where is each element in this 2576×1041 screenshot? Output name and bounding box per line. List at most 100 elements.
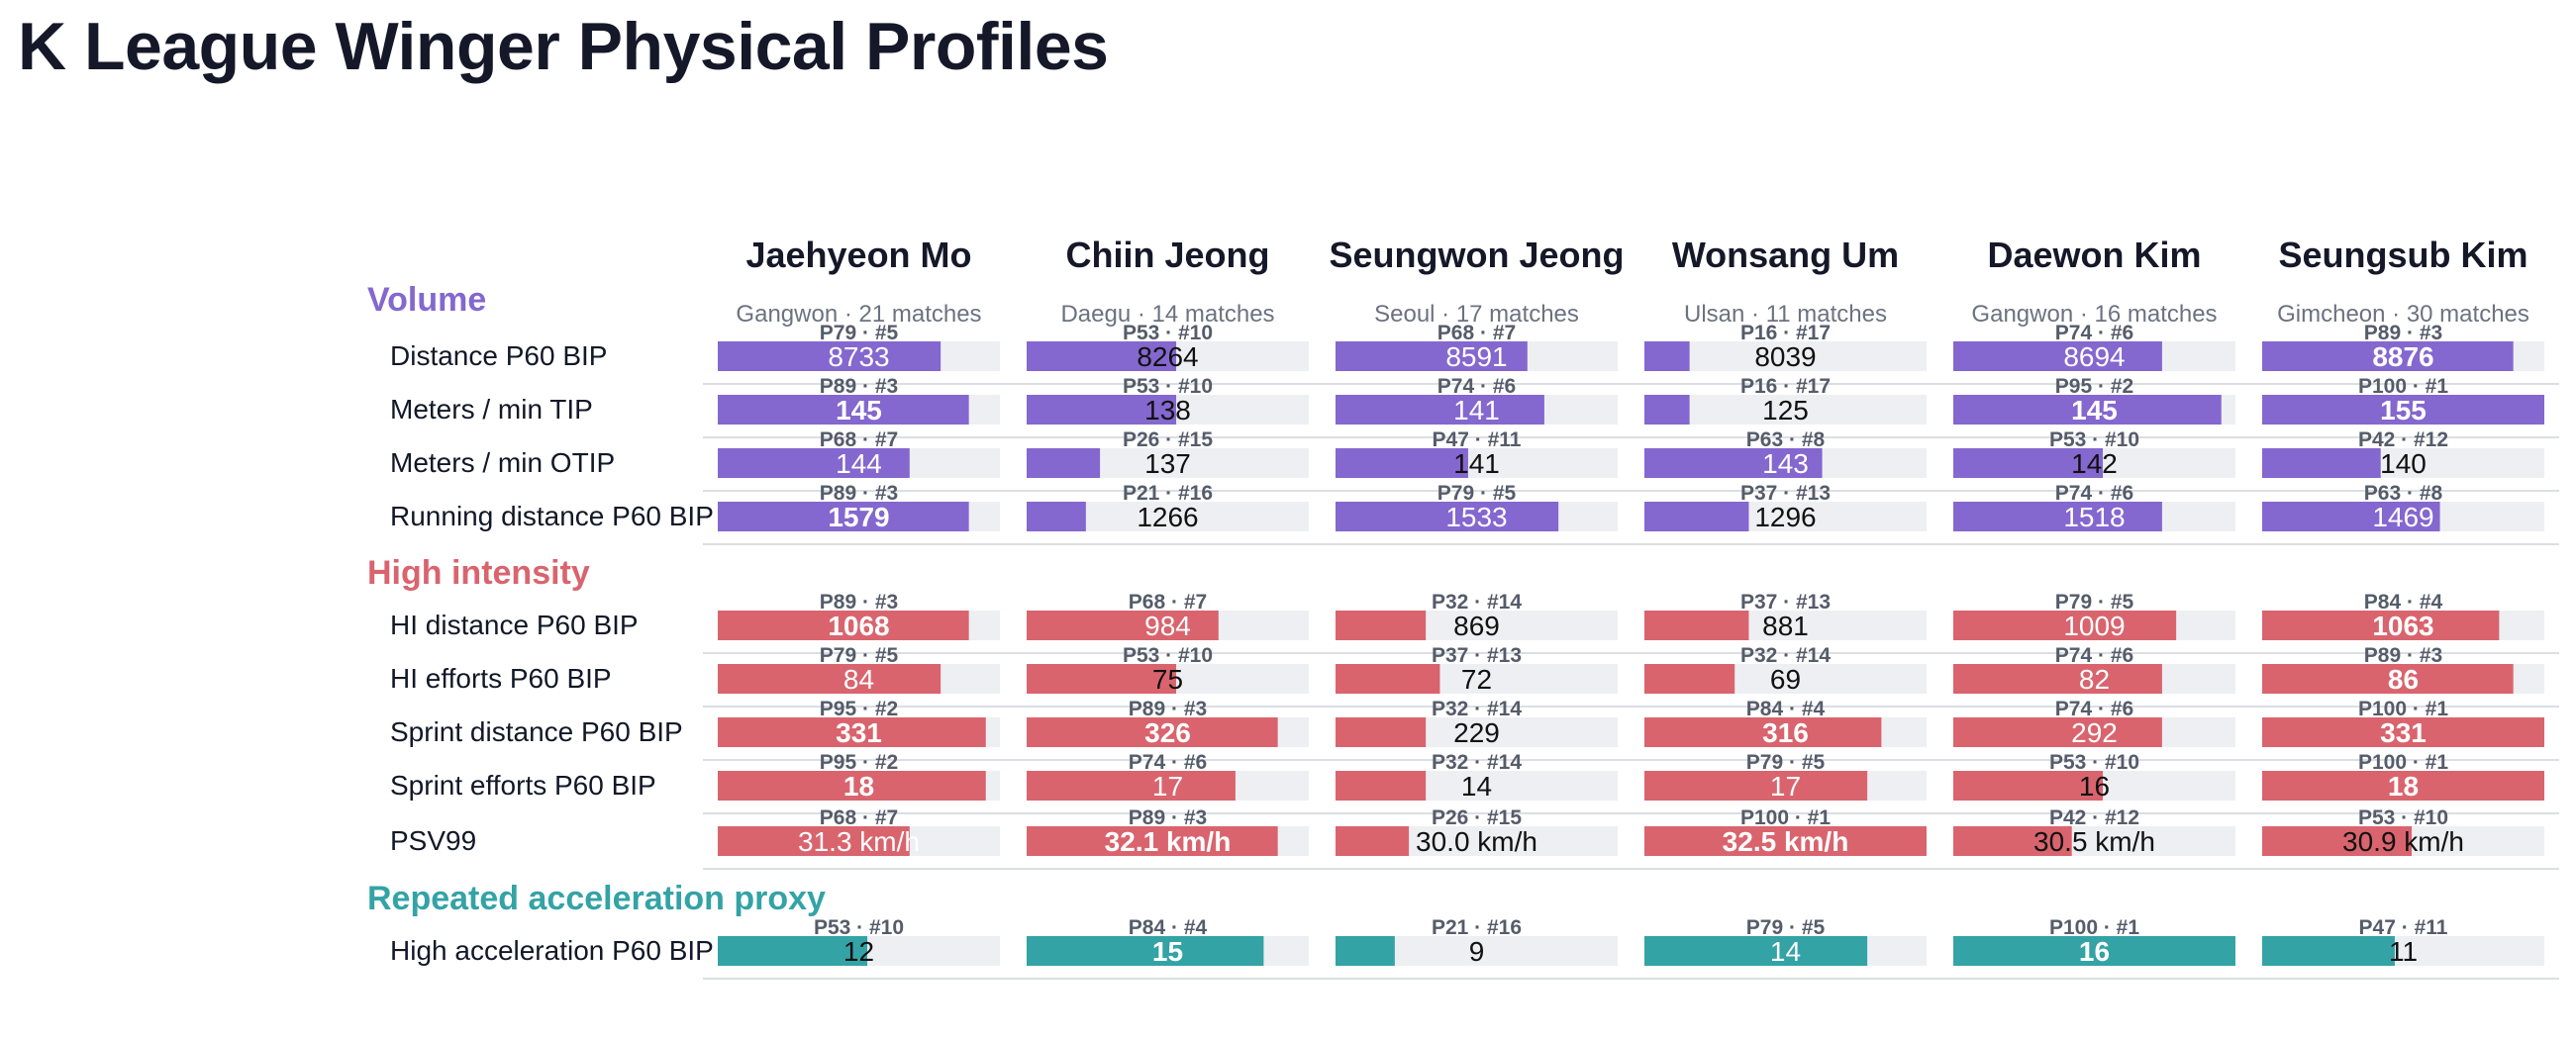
bar [1953, 664, 2162, 694]
bar [1336, 611, 1427, 640]
value-label: 30.9 km/h [2342, 826, 2464, 857]
bar [1027, 395, 1177, 425]
player-name: Wonsang Um [1672, 235, 1899, 275]
value-label: 229 [1453, 717, 1500, 748]
value-label: 137 [1144, 448, 1191, 479]
player-subtitle: Daegu · 14 matches [1060, 301, 1274, 328]
rank-label: P53 · #10 [1123, 322, 1213, 344]
value-label: 1068 [828, 611, 889, 641]
value-label: 140 [2380, 448, 2427, 479]
bar [718, 771, 986, 801]
rank-label: P79 · #5 [820, 644, 899, 667]
rank-label: P95 · #2 [820, 751, 898, 774]
bar [2262, 664, 2514, 694]
bar [1336, 395, 1544, 425]
rank-label: P89 · #3 [820, 591, 898, 614]
rank-label: P89 · #3 [1129, 806, 1207, 829]
bar-track [1644, 341, 1927, 371]
rank-label: P32 · #14 [1432, 698, 1522, 720]
bar [1336, 826, 1410, 856]
value-label: 32.1 km/h [1105, 826, 1232, 857]
value-label: 72 [1461, 664, 1492, 695]
bar [1953, 771, 2104, 801]
value-label: 8591 [1445, 341, 1507, 372]
value-label: 143 [1762, 448, 1809, 479]
bar [718, 936, 868, 966]
bar [718, 611, 969, 640]
section-title: High intensity [367, 554, 590, 592]
bar [1336, 717, 1427, 747]
player-name: Daewon Kim [1987, 235, 2201, 275]
value-label: 30.0 km/h [1416, 826, 1537, 857]
value-label: 82 [2079, 664, 2110, 695]
rank-label: P79 · #5 [1746, 751, 1826, 774]
rank-label: P53 · #10 [814, 916, 904, 939]
value-label: 316 [1762, 717, 1809, 748]
bar [1953, 502, 2162, 531]
bar [2262, 341, 2514, 371]
value-label: 11 [2389, 936, 2418, 967]
rank-label: P37 · #13 [1740, 482, 1831, 505]
rank-label: P100 · #1 [2358, 751, 2448, 774]
rank-label: P100 · #1 [2358, 375, 2448, 398]
bar [1336, 502, 1559, 531]
rank-label: P47 · #11 [2359, 916, 2448, 939]
rank-label: P16 · #17 [1740, 375, 1831, 398]
value-label: 1266 [1137, 502, 1198, 532]
bar [1027, 341, 1177, 371]
value-label: 14 [1461, 771, 1492, 802]
bar [2262, 771, 2544, 801]
rank-label: P42 · #12 [2049, 806, 2139, 829]
bar [2262, 826, 2413, 856]
rank-label: P79 · #5 [1746, 916, 1826, 939]
value-label: 145 [2071, 395, 2118, 426]
bar [718, 826, 910, 856]
bar [1336, 448, 1468, 478]
bar [1644, 341, 1690, 371]
metric-label: Running distance P60 BIP [390, 501, 714, 531]
value-label: 18 [2388, 771, 2419, 802]
rank-label: P74 · #6 [2055, 644, 2133, 667]
value-label: 86 [2388, 664, 2419, 695]
rank-label: P53 · #10 [2049, 751, 2139, 774]
metric-label: Distance P60 BIP [390, 340, 607, 371]
rank-label: P89 · #3 [820, 375, 898, 398]
player-subtitle: Gangwon · 16 matches [1971, 301, 2217, 328]
player-subtitle: Seoul · 17 matches [1374, 301, 1579, 328]
metric-label: HI efforts P60 BIP [390, 663, 612, 694]
value-label: 1296 [1754, 502, 1816, 532]
bar [1336, 341, 1528, 371]
bar [718, 502, 969, 531]
bar [1027, 611, 1219, 640]
value-label: 1469 [2372, 502, 2433, 532]
bar [1953, 395, 2222, 425]
bar [1953, 448, 2104, 478]
value-label: 17 [1770, 771, 1801, 802]
metric-label: Meters / min TIP [390, 394, 593, 425]
bar [718, 395, 969, 425]
player-name: Seungwon Jeong [1329, 235, 1624, 275]
rank-label: P53 · #10 [1123, 644, 1213, 667]
value-label: 8264 [1137, 341, 1198, 372]
metric-label: Sprint distance P60 BIP [390, 716, 683, 747]
value-label: 1579 [828, 502, 889, 532]
section-title: Repeated acceleration proxy [367, 880, 826, 917]
bar [1953, 826, 2072, 856]
value-label: 142 [2071, 448, 2118, 479]
rank-label: P47 · #11 [1433, 428, 1522, 451]
value-label: 17 [1152, 771, 1183, 802]
rank-label: P84 · #4 [1746, 698, 1826, 720]
value-label: 292 [2071, 717, 2118, 748]
value-label: 69 [1770, 664, 1801, 695]
value-label: 1518 [2063, 502, 2125, 532]
bar [1644, 664, 1735, 694]
rank-label: P37 · #13 [1432, 644, 1522, 667]
bar [1027, 826, 1278, 856]
bar-track [1644, 395, 1927, 425]
rank-label: P63 · #8 [1746, 428, 1826, 451]
metric-label: Sprint efforts P60 BIP [390, 770, 656, 801]
value-label: 14 [1770, 936, 1801, 967]
value-label: 84 [843, 664, 874, 695]
value-label: 1009 [2063, 611, 2125, 641]
